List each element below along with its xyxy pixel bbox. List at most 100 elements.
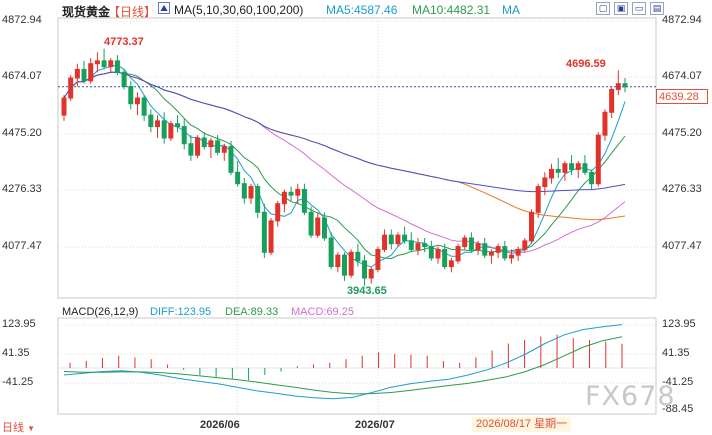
current-price-tag: 4639.28 xyxy=(656,89,708,104)
candle-body xyxy=(121,71,127,88)
candle-body xyxy=(315,217,321,236)
price-axis-label: 4077.47 xyxy=(2,240,42,252)
candle-body xyxy=(268,220,274,253)
candle-body xyxy=(595,134,601,185)
macd-title[interactable]: MACD(26,12,9) xyxy=(62,306,139,318)
recent-high-label: 4696.59 xyxy=(566,58,606,70)
candle-body xyxy=(68,77,74,99)
macd-hist-value: MACD:69.25 xyxy=(291,306,354,318)
toolbar-button-2[interactable]: ▣ xyxy=(614,2,628,15)
candle-body xyxy=(88,63,94,82)
toolbar-button-1[interactable]: ▢ xyxy=(596,2,610,15)
candle-body xyxy=(428,246,434,259)
candle-body xyxy=(448,260,454,268)
candle-body xyxy=(321,217,327,239)
candle-body xyxy=(549,168,555,179)
candle-body xyxy=(128,86,134,105)
candle-body xyxy=(482,243,488,256)
candle-body xyxy=(569,163,575,170)
candle-body xyxy=(555,168,561,173)
candle-body xyxy=(442,248,448,268)
candle-body xyxy=(114,60,120,73)
x-axis-label: 2026/07 xyxy=(355,419,395,431)
candle-body xyxy=(422,243,428,248)
ma30-line xyxy=(63,71,626,253)
macd-diff-line xyxy=(63,324,623,400)
candle-body xyxy=(94,60,100,65)
candle-body xyxy=(215,140,221,153)
candle-body xyxy=(488,251,494,256)
candle-body xyxy=(161,120,167,139)
price-axis-label: 4872.94 xyxy=(662,14,702,26)
candle-body xyxy=(408,240,414,250)
candle-body xyxy=(342,254,347,276)
ma10-value: MA10:4482.31 xyxy=(412,3,491,17)
candle-body xyxy=(395,234,401,245)
candle-body xyxy=(308,211,314,236)
period-label[interactable]: 【日线】 xyxy=(108,5,157,19)
candle-body xyxy=(108,60,114,68)
candle-body xyxy=(81,68,87,82)
candle-body xyxy=(328,237,334,268)
candle-body xyxy=(368,268,374,279)
macd-axis-label: -88.45 xyxy=(662,403,694,415)
price-axis-label: 4077.47 xyxy=(662,240,702,252)
candle-body xyxy=(602,111,608,136)
candle-body xyxy=(175,123,181,128)
candle-body xyxy=(228,146,234,173)
candle-body xyxy=(542,177,548,188)
ma100-line xyxy=(63,71,626,193)
period-tab-label: 日线 xyxy=(2,422,24,434)
candle-body xyxy=(255,186,261,213)
ma-settings-label[interactable]: MA(5,10,30,60,100,200) xyxy=(174,3,304,17)
price-axis-label: 4276.33 xyxy=(662,183,702,195)
candle-body xyxy=(275,203,281,222)
candle-body xyxy=(288,191,294,196)
candle-body xyxy=(74,68,80,79)
price-axis-label: 4674.07 xyxy=(2,70,42,82)
toolbar-button-4[interactable]: ▤ xyxy=(650,2,664,15)
price-axis-label: 4674.07 xyxy=(662,70,702,82)
candle-body xyxy=(382,234,388,250)
candle-body xyxy=(582,163,588,173)
candle-body xyxy=(609,88,615,113)
crosshair-date: 2026/08/17 星期一 xyxy=(472,417,572,432)
candle-body xyxy=(455,246,461,262)
candlestick-icon[interactable]: ⛰ xyxy=(158,2,170,14)
candle-body xyxy=(295,188,301,196)
ma10-line xyxy=(63,71,626,260)
period-tab[interactable]: 日线 ▼ xyxy=(2,419,35,435)
candle-body xyxy=(221,146,227,153)
candle-body xyxy=(335,254,341,268)
ma5-value: MA5:4587.46 xyxy=(326,3,398,17)
low-price-label: 3943.65 xyxy=(347,285,387,297)
instrument-title: 现货黄金 xyxy=(62,5,111,19)
candle-body xyxy=(188,143,194,156)
price-axis-label: 4475.20 xyxy=(662,127,702,139)
candle-body xyxy=(201,137,207,148)
candle-body xyxy=(462,237,468,248)
candle-body xyxy=(141,97,147,116)
candle-body xyxy=(502,246,508,259)
candle-body xyxy=(362,260,368,279)
price-axis-label: 4475.20 xyxy=(2,127,42,139)
macd-axis-label: 123.95 xyxy=(2,318,36,330)
macd-axis-label: 123.95 xyxy=(662,318,696,330)
candle-body xyxy=(241,183,247,199)
macd-axis-label: -41.25 xyxy=(2,376,34,388)
macd-axis-label: 41.35 xyxy=(662,347,690,359)
candle-body xyxy=(195,137,201,156)
watermark-logo: FX678 xyxy=(585,381,676,412)
candle-body xyxy=(435,248,441,259)
macd-diff-value: DIFF:123.95 xyxy=(150,306,212,318)
toolbar-button-3[interactable]: ▭ xyxy=(632,2,646,15)
candle-body xyxy=(148,114,154,128)
candle-body xyxy=(261,211,267,253)
candle-body xyxy=(402,234,408,242)
candle-body xyxy=(355,251,361,262)
candle-body xyxy=(522,240,528,250)
candle-body xyxy=(181,126,187,145)
macd-axis-label: -41.25 xyxy=(662,376,694,388)
